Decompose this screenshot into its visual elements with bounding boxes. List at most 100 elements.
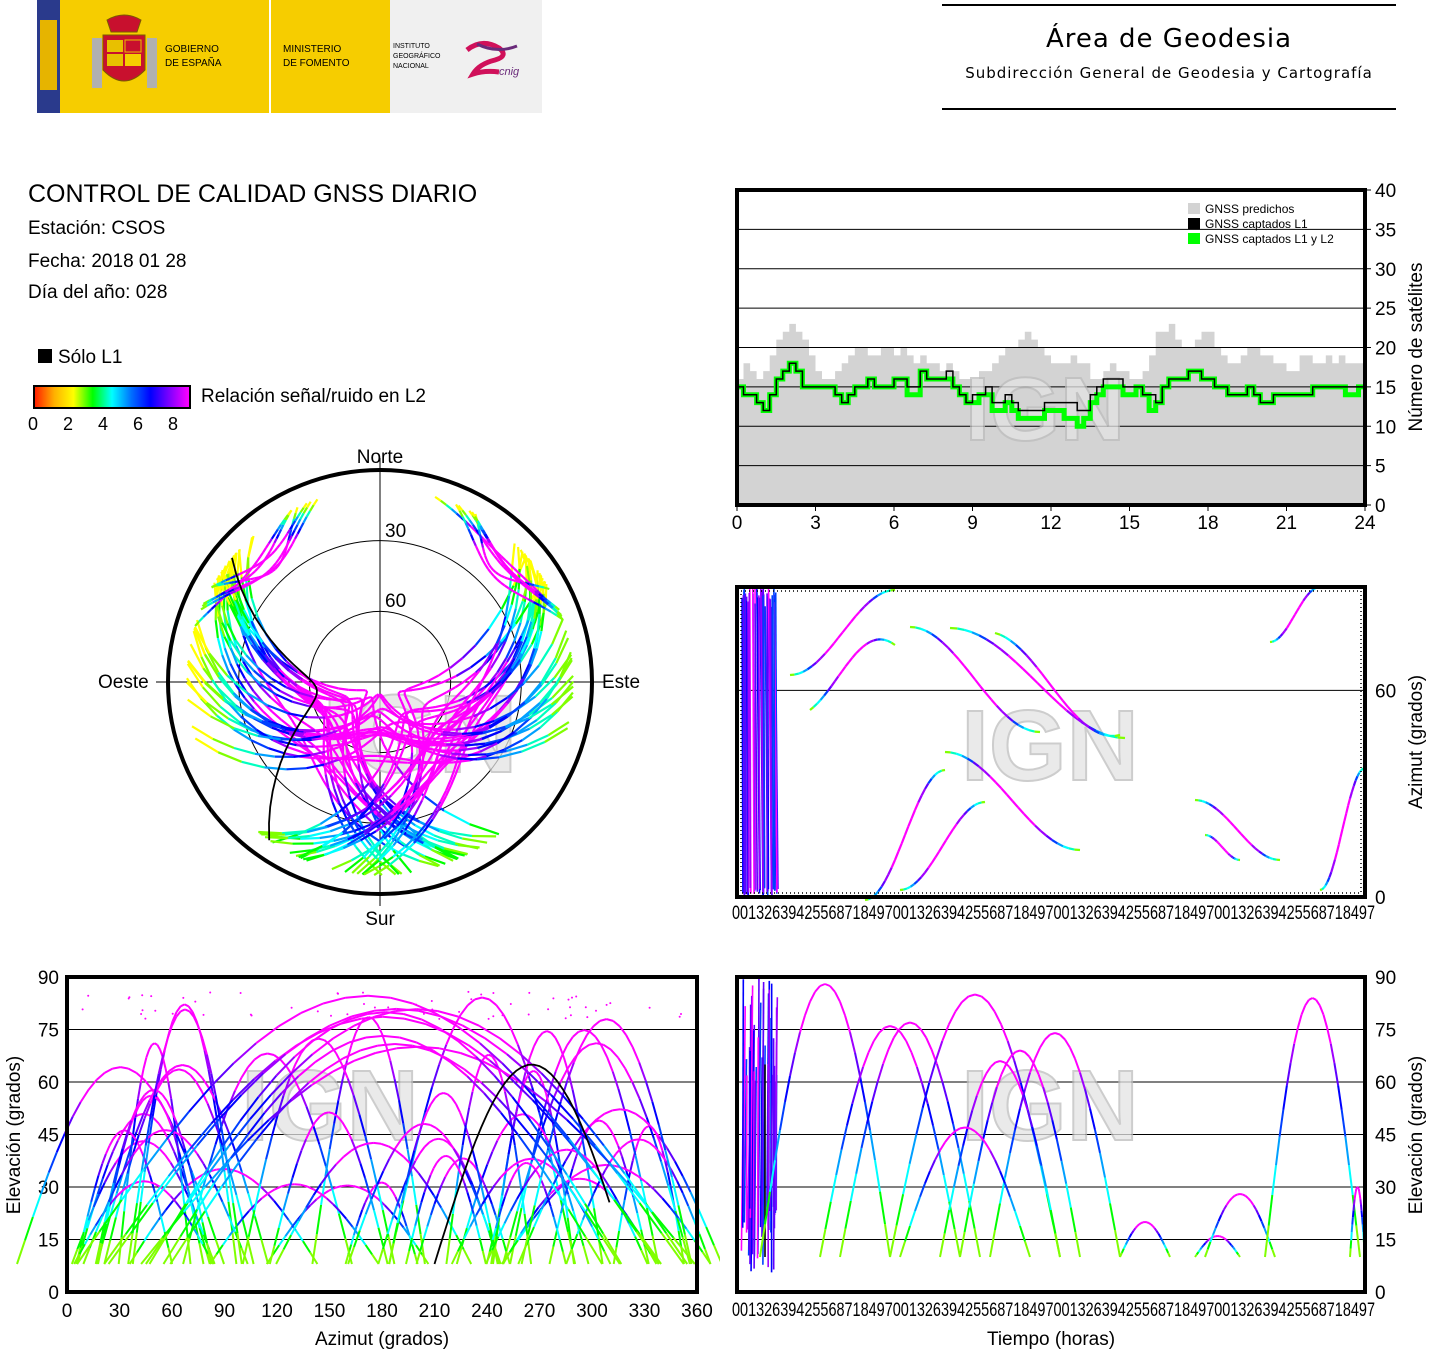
sky-track-low-ne: [477, 550, 482, 557]
az-track: [1271, 640, 1275, 643]
az-track-early: [759, 587, 764, 893]
sky-track-low-nw: [275, 533, 280, 540]
sky-track-east: [385, 743, 393, 757]
elaz-track-high: [186, 1173, 210, 1204]
min-line2: DE FOMENTO: [283, 58, 350, 69]
elaz-track: [417, 1202, 423, 1215]
elaz-track-high: [603, 1145, 626, 1175]
elaz-track: [175, 1005, 182, 1013]
elt-track: [1249, 1200, 1255, 1206]
elaz-track: [116, 1130, 122, 1135]
sky-track-low-nw: [258, 574, 264, 580]
sky-track-east: [497, 641, 507, 657]
elaz-track: [405, 1225, 411, 1236]
elaz-track: [667, 1185, 677, 1212]
az-track: [863, 601, 870, 608]
elt-track: [824, 983, 831, 987]
elaz-dot: [480, 993, 483, 996]
elt-track-early: [741, 979, 745, 1228]
elaz-track: [413, 1135, 420, 1151]
elaz-track-high: [523, 1084, 547, 1103]
sky-track-west: [274, 695, 283, 706]
elt-track: [849, 1173, 858, 1202]
elaz-track: [685, 1228, 696, 1241]
az-track: [837, 670, 843, 678]
elaz-track: [497, 1222, 506, 1238]
sky-track-low-ne: [494, 549, 499, 555]
sky-track-low-ne: [479, 555, 484, 562]
sky-track-east: [452, 708, 460, 717]
elaz-track: [419, 1238, 425, 1252]
elaz-track: [409, 1150, 416, 1168]
sky-track-east: [539, 574, 545, 594]
sky-track-low-ne: [455, 512, 463, 519]
az-track: [924, 782, 930, 790]
az-track: [1324, 881, 1329, 886]
sky-track-overhead: [301, 735, 321, 741]
elaz-track: [121, 1133, 128, 1149]
elt-track: [1000, 1024, 1009, 1042]
sky-track-east: [300, 836, 320, 840]
elt-track: [1165, 1248, 1170, 1254]
sky-track-east: [496, 635, 508, 651]
sky-track-overhead: [325, 714, 341, 719]
sky-track-east: [315, 845, 336, 854]
sky-track-low-ne: [487, 568, 492, 574]
elaz-track: [504, 1091, 510, 1108]
sky-track-overhead: [479, 742, 498, 753]
elaz-track: [613, 1136, 620, 1147]
az-track: [1223, 848, 1227, 852]
sky-track-west: [275, 693, 293, 703]
sky-track-west: [316, 706, 324, 714]
elt-track: [1130, 1230, 1135, 1235]
sky-track-east: [487, 681, 495, 692]
snr-label: Relación señal/ruido en L2: [201, 386, 426, 407]
sky-track-overhead: [217, 751, 243, 763]
y-tick-label: 35: [1375, 220, 1396, 241]
elaz-track: [393, 1078, 400, 1101]
sky-track-west: [354, 791, 366, 804]
elaz-track: [188, 1164, 195, 1184]
sky-track-low-ne: [458, 510, 464, 518]
elaz-track: [341, 1121, 348, 1131]
elaz-track: [552, 1229, 559, 1247]
elaz-track-high: [529, 1120, 550, 1148]
sky-track-low-nw: [240, 578, 246, 583]
az-track: [1068, 847, 1075, 851]
elaz-track: [520, 1234, 530, 1265]
az-track: [966, 757, 974, 764]
elaz-track: [428, 1138, 435, 1144]
elaz-track: [512, 1161, 520, 1167]
sky-track-east: [346, 833, 365, 846]
sky-track-east: [403, 692, 407, 696]
az-track: [909, 883, 915, 888]
elaz-track: [459, 1112, 466, 1124]
elaz-track: [318, 1144, 327, 1167]
elt-track: [899, 1032, 908, 1042]
sky-track-west: [345, 770, 354, 783]
elaz-track: [510, 1174, 515, 1182]
elaz-track: [355, 1217, 361, 1227]
elaz-track-high: [434, 1012, 459, 1028]
az-track-early: [773, 587, 776, 891]
sky-track-west: [266, 681, 281, 692]
sky-track-overhead: [544, 727, 569, 743]
elaz-track: [666, 1172, 672, 1186]
elaz-track: [197, 1025, 204, 1039]
elaz-track: [103, 1240, 112, 1265]
sky-track-low-ne: [474, 545, 480, 552]
elaz-track: [555, 1227, 561, 1241]
sky-track-overhead: [373, 715, 378, 719]
elaz-track: [457, 1238, 465, 1252]
sky-track-overhead: [378, 693, 382, 697]
elaz-track: [305, 1129, 312, 1140]
elaz-track: [548, 1246, 555, 1265]
elaz-track-high: [506, 1053, 530, 1074]
az-track: [1236, 829, 1242, 835]
elaz-track: [643, 1139, 650, 1144]
elaz-track-high: [148, 1233, 169, 1265]
sky-track-east: [392, 845, 407, 858]
sky-track-low-ne: [513, 567, 520, 574]
elt-track: [1231, 1195, 1236, 1199]
sky-track-west: [344, 742, 349, 756]
